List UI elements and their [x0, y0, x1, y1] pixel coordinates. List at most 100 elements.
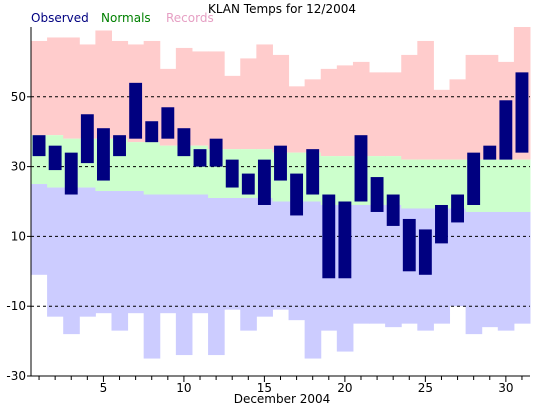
- legend-records: Records: [166, 11, 214, 25]
- x-tick-label: 5: [100, 381, 108, 395]
- record-low-bar: [497, 211, 515, 331]
- observed-bar: [370, 177, 384, 212]
- normal-bar: [497, 159, 515, 212]
- record-low-bar: [272, 201, 290, 310]
- observed-bar: [241, 173, 255, 195]
- record-low-bar: [513, 211, 531, 324]
- observed-bar: [515, 72, 529, 153]
- x-tick-label: 20: [337, 381, 352, 395]
- record-high-bar: [47, 37, 64, 136]
- legend-observed: Observed: [31, 11, 89, 25]
- record-low-bar: [224, 198, 241, 310]
- record-low-bar: [240, 198, 257, 331]
- legend-normals: Normals: [101, 11, 151, 25]
- observed-bar: [225, 159, 239, 188]
- record-high-bar: [481, 54, 499, 160]
- record-high-bar: [449, 79, 467, 160]
- observed-bar: [483, 145, 497, 160]
- record-high-bar: [95, 30, 112, 139]
- y-tick-label: 50: [11, 90, 26, 104]
- record-high-bar: [352, 61, 370, 157]
- record-low-bar: [481, 211, 499, 328]
- y-tick-label: -10: [6, 299, 26, 313]
- x-tick-label: 25: [418, 381, 433, 395]
- normal-bar: [417, 159, 434, 209]
- y-tick-label: -30: [6, 369, 26, 383]
- observed-bar: [80, 114, 94, 164]
- observed-bar: [354, 135, 368, 202]
- x-axis-label: December 2004: [234, 392, 331, 406]
- record-high-bar: [256, 44, 273, 150]
- observed-bar: [435, 204, 448, 244]
- record-low-bar: [127, 191, 145, 314]
- observed-bar: [113, 135, 126, 157]
- observed-bar: [129, 82, 143, 139]
- record-high-bar: [433, 89, 451, 160]
- normal-bar: [159, 145, 177, 195]
- observed-bar: [193, 149, 207, 167]
- record-low-bar: [111, 191, 129, 331]
- normal-bar: [433, 159, 451, 209]
- record-low-bar: [288, 201, 306, 321]
- normal-bar: [336, 156, 354, 205]
- observed-bar: [402, 218, 416, 272]
- record-high-bar: [175, 47, 193, 146]
- record-low-bar: [95, 191, 112, 314]
- x-tick-label: 10: [176, 381, 191, 395]
- record-low-bar: [63, 187, 80, 335]
- observed-bar: [274, 145, 287, 181]
- record-high-bar: [369, 72, 386, 157]
- normal-bar: [401, 159, 418, 209]
- observed-bar: [322, 194, 336, 279]
- observed-bar: [306, 149, 320, 195]
- record-low-bar: [385, 204, 402, 328]
- observed-bar: [418, 229, 432, 275]
- normal-bar: [143, 142, 161, 195]
- x-tick-label: 15: [257, 381, 272, 395]
- y-tick-label: 30: [11, 160, 26, 174]
- normal-bar: [513, 159, 531, 212]
- axes: -30 -10 10 30 50 5 10 15 20 25 30: [6, 27, 530, 395]
- observed-bar: [257, 159, 271, 205]
- record-high-bar: [208, 51, 225, 150]
- record-low-bar: [352, 204, 370, 324]
- record-high-bar: [288, 86, 306, 153]
- record-high-bar: [63, 37, 80, 139]
- record-high-bar: [401, 54, 418, 160]
- record-high-bar: [304, 79, 322, 153]
- observed-bar: [467, 152, 481, 205]
- observed-series: [32, 72, 529, 279]
- normal-bar: [320, 156, 338, 205]
- plot-area: [31, 27, 531, 359]
- legend: Observed Normals Records: [31, 11, 214, 25]
- observed-bar: [386, 194, 400, 226]
- y-tick-label: 10: [11, 229, 26, 243]
- record-low-bar: [256, 198, 273, 317]
- record-low-bar: [47, 187, 64, 317]
- observed-bar: [338, 201, 352, 279]
- record-high-bar: [385, 72, 402, 157]
- observed-bar: [451, 194, 465, 223]
- observed-bar: [161, 107, 175, 139]
- record-high-bar: [143, 40, 161, 143]
- record-low-bar: [369, 204, 386, 324]
- normal-bar: [481, 159, 499, 212]
- record-high-bar: [320, 68, 338, 157]
- normal-bar: [385, 156, 402, 205]
- record-high-bar: [272, 54, 290, 153]
- record-low-bar: [208, 198, 225, 356]
- normal-bar: [175, 145, 193, 195]
- observed-bar: [499, 100, 513, 160]
- record-high-bar: [224, 75, 241, 150]
- observed-bar: [209, 138, 223, 167]
- record-high-bar: [336, 65, 354, 157]
- record-high-bar: [31, 40, 48, 136]
- observed-bar: [64, 152, 78, 195]
- x-tick-label: 30: [498, 381, 513, 395]
- record-high-bar: [191, 51, 209, 146]
- observed-bar: [32, 135, 46, 157]
- record-low-bar: [304, 201, 322, 359]
- observed-bar: [48, 145, 62, 171]
- record-low-bar: [175, 194, 193, 356]
